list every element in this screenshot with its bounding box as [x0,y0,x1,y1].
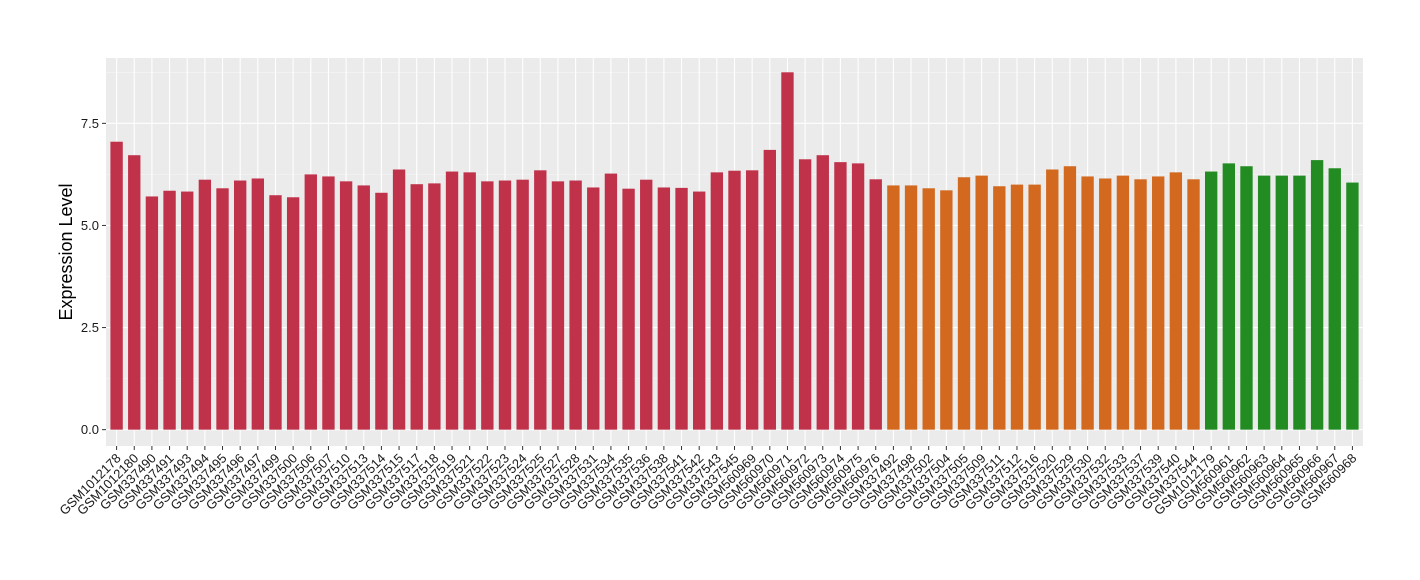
bars [110,72,1359,430]
bar [233,180,247,430]
bar [851,163,865,430]
bar [587,187,600,430]
bar [251,178,265,430]
bar [145,196,159,430]
bar [428,183,441,430]
bar [1010,184,1024,430]
bar [1257,175,1271,430]
bar [640,179,653,430]
bar [216,188,229,430]
bar [1293,175,1306,430]
bar [339,181,353,430]
bar [128,155,141,430]
bar [481,181,494,430]
bar [604,173,618,430]
bar [1187,179,1200,430]
bar [904,185,918,430]
bar [569,180,582,430]
bar [516,179,529,430]
bar [922,188,935,430]
y-tick-label: 0.0 [81,422,99,437]
y-tick-label: 5.0 [81,218,99,233]
bar [1063,166,1077,430]
bar [798,159,812,430]
bar [1099,178,1112,430]
bar [498,180,512,430]
bar [110,141,123,430]
bar [1275,175,1288,430]
bar [551,181,565,430]
bar [834,162,847,430]
bar [940,190,953,430]
bar [375,192,388,430]
y-axis-title: Expression Level [56,183,76,320]
bar [392,169,406,430]
bar [304,174,317,430]
bar [357,185,370,430]
bar [869,179,882,430]
bar [710,172,724,430]
bar [1116,175,1130,430]
bar [534,170,547,430]
bar [993,186,1006,430]
y-axis: 0.0 2.5 5.0 7.5 [81,116,106,437]
bar [1310,160,1324,430]
bar [1222,163,1236,430]
bar [1328,168,1341,430]
bar [1169,172,1183,430]
y-tick-label: 7.5 [81,116,99,131]
bar [1046,169,1059,430]
bar [887,185,900,430]
x-axis: GSM1012178GSM1012180GSM337490GSM337491GS… [56,446,1360,518]
bar [163,190,176,430]
bar [1346,182,1359,430]
bar [1204,171,1218,430]
bar [269,195,282,430]
bar [181,191,194,430]
bar [657,187,671,430]
bar [693,191,706,430]
bar [675,187,688,430]
bar [1134,179,1147,430]
bar [745,170,759,430]
bar [1152,176,1165,430]
bar [322,176,335,430]
bar [1081,176,1094,430]
bar [1028,184,1041,430]
bar [198,179,212,430]
y-tick-label: 2.5 [81,320,99,335]
bar [1240,166,1253,430]
bar [763,149,776,430]
bar [410,184,423,430]
bar [975,175,988,430]
bar [816,155,829,430]
bar [622,188,635,430]
bar [781,72,794,430]
bar [463,172,476,430]
bar [957,177,971,430]
bar [445,171,459,430]
bar [728,170,741,430]
bar [286,197,300,430]
